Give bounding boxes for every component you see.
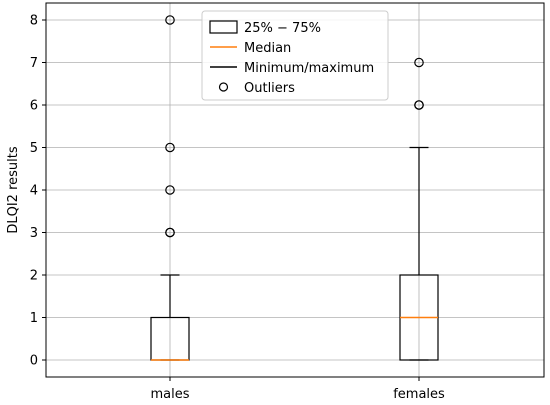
legend: 25% − 75% Median Minimum/maximum Outlier… xyxy=(201,10,389,101)
legend-whisker-label: Minimum/maximum xyxy=(244,61,374,76)
legend-box-swatch xyxy=(209,20,238,34)
outlier-point xyxy=(165,185,175,195)
x-axis-ticks: males females xyxy=(150,377,445,402)
y-tick-label: 2 xyxy=(30,269,38,284)
legend-box-label: 25% − 75% xyxy=(244,21,321,36)
y-tick-label: 0 xyxy=(30,354,38,369)
y-tick-label: 3 xyxy=(30,226,38,241)
x-tick-label: females xyxy=(393,387,445,402)
y-axis-label: DLQI2 results xyxy=(6,146,21,234)
outlier-point xyxy=(414,57,424,68)
legend-outlier-swatch xyxy=(218,82,229,92)
x-tick-label: males xyxy=(150,387,189,402)
y-tick-label: 1 xyxy=(30,311,38,326)
y-axis-ticks: 0 1 2 3 4 5 6 7 8 xyxy=(30,14,46,369)
outlier-point xyxy=(165,142,175,153)
y-tick-label: 4 xyxy=(30,184,38,199)
outlier-point xyxy=(165,227,175,238)
legend-frame xyxy=(201,10,389,101)
y-tick-label: 6 xyxy=(30,99,38,114)
y-tick-label: 8 xyxy=(30,14,38,29)
y-tick-label: 7 xyxy=(30,56,38,71)
outlier-point xyxy=(414,100,424,110)
box-series xyxy=(150,15,439,361)
legend-outlier-label: Outliers xyxy=(244,81,295,96)
outlier-point xyxy=(165,15,175,25)
y-tick-label: 5 xyxy=(30,141,38,156)
legend-median-label: Median xyxy=(244,41,291,56)
